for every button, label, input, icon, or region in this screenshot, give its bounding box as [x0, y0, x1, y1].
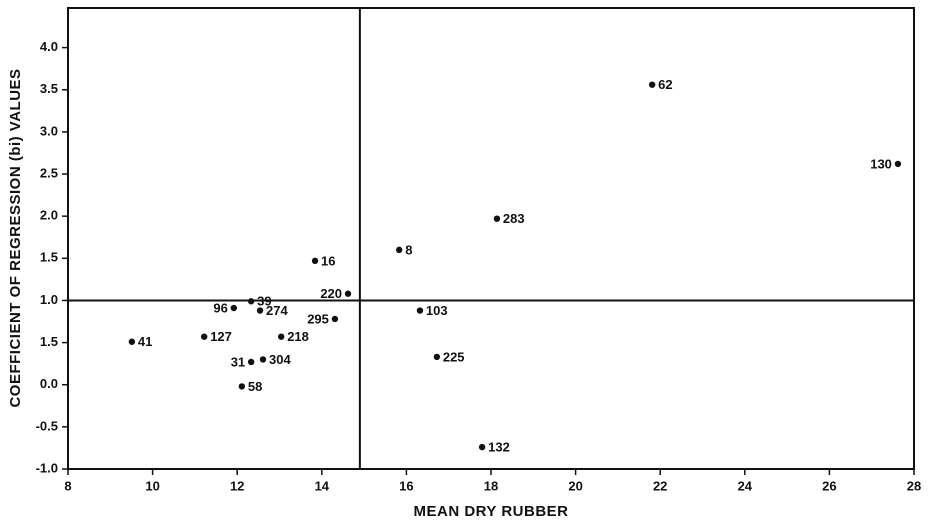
point	[277, 333, 285, 340]
x-tick-label: 24	[738, 478, 753, 493]
point-label: 8	[405, 242, 412, 257]
point-label: 225	[443, 349, 465, 364]
y-tick-label: -1.0	[36, 460, 58, 475]
x-tick-label: 14	[315, 478, 330, 493]
point	[256, 307, 264, 314]
point-label: 132	[488, 440, 510, 455]
point-label: 130	[870, 156, 892, 171]
point-label: 220	[320, 286, 342, 301]
x-tick-label: 12	[230, 478, 244, 493]
point-label: 39	[257, 294, 271, 309]
y-tick-label: 2.0	[40, 208, 58, 223]
point	[478, 443, 486, 451]
x-tick-label: 20	[568, 478, 582, 493]
y-axis-title: COEFFICIENT OF REGRESSION (bi) VALUES	[7, 68, 24, 407]
point	[230, 304, 238, 312]
y-tick-label: 1.0	[40, 292, 58, 307]
point	[894, 160, 902, 168]
point	[201, 333, 208, 340]
point-label: 31	[231, 354, 245, 369]
x-tick-label: 28	[907, 478, 921, 493]
point-label: 274	[266, 303, 288, 318]
point-label: 96	[213, 300, 227, 315]
point	[416, 307, 424, 314]
y-tick-label: 3.0	[40, 123, 58, 138]
point-label: 127	[210, 329, 232, 344]
plot-frame	[67, 7, 915, 470]
point	[247, 298, 255, 305]
y-tick-label: 1.5	[40, 250, 58, 265]
x-tick-label: 22	[653, 478, 667, 493]
point-label: 58	[248, 379, 262, 394]
point-label: 41	[138, 334, 152, 349]
point	[259, 356, 267, 363]
x-tick-label: 8	[64, 478, 71, 493]
point-label: 16	[321, 253, 335, 268]
point	[247, 358, 255, 366]
point	[238, 383, 246, 390]
x-tick-label: 10	[145, 478, 159, 493]
point-label: 283	[503, 211, 525, 226]
point-label: 304	[269, 352, 291, 367]
y-tick-label: 2.5	[40, 165, 58, 180]
point-label: 218	[287, 329, 309, 344]
point-label: 62	[658, 77, 672, 92]
y-tick-label: -0.5	[36, 418, 58, 433]
y-tick-label: 4.0	[40, 39, 58, 54]
y-tick-label: 0.0	[40, 376, 58, 391]
point	[311, 257, 319, 265]
y-tick-label: 1.5	[40, 334, 58, 349]
point	[344, 290, 352, 297]
point	[433, 353, 441, 361]
point	[128, 338, 136, 345]
point-label: 103	[426, 303, 448, 318]
point	[493, 215, 501, 222]
point	[648, 81, 656, 88]
x-tick-label: 26	[822, 478, 836, 493]
point	[396, 246, 403, 254]
x-tick-label: 16	[399, 478, 413, 493]
point	[331, 315, 339, 323]
y-tick-label: 3.5	[40, 81, 58, 96]
point-label: 295	[307, 311, 329, 326]
x-tick-label: 18	[484, 478, 498, 493]
x-axis-title: MEAN DRY RUBBER	[413, 503, 568, 520]
